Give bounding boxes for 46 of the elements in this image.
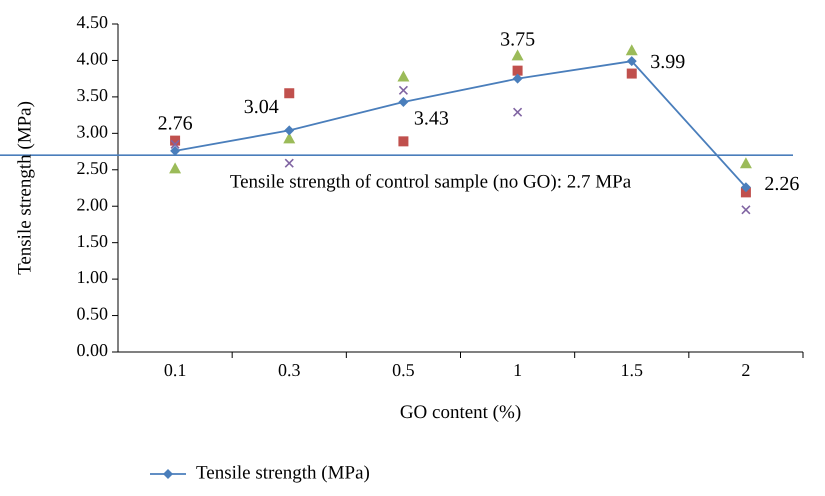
x-axis-title: GO content (%)	[400, 402, 522, 423]
y-axis-title: Tensile strength (MPa)	[14, 101, 36, 275]
point	[398, 136, 408, 146]
data-label: 2.76	[158, 112, 193, 134]
data-label: 3.04	[244, 96, 279, 118]
x-tick-label: 0.5	[392, 360, 415, 380]
point	[398, 86, 408, 96]
point	[284, 125, 294, 136]
point	[170, 139, 180, 150]
data-label: 2.26	[764, 172, 800, 195]
point	[626, 56, 637, 66]
x-tick-label: 0.1	[164, 360, 186, 380]
point	[512, 107, 522, 117]
ref-line-label: Tensile strength of control sample (no GO): 2.7 MPa	[230, 172, 632, 193]
x-tick-label: 1	[513, 360, 522, 380]
point	[284, 158, 294, 168]
point	[626, 44, 638, 56]
x-tick-label: 1.5	[620, 360, 643, 380]
y-tick-label: 4.00	[76, 48, 108, 69]
x-tick-label: 2	[741, 360, 750, 380]
y-tick-label: 0.00	[76, 340, 108, 360]
point	[169, 162, 182, 174]
y-tick-label: 3.00	[76, 121, 108, 142]
point	[741, 205, 751, 215]
point	[512, 66, 523, 76]
y-tick-label: 4.50	[76, 12, 108, 32]
y-tick-label: 2.50	[76, 158, 108, 178]
x-tick-label: 0.3	[278, 360, 300, 380]
point	[740, 182, 751, 192]
y-tick-label: 3.50	[76, 85, 108, 106]
point	[398, 96, 408, 107]
point	[740, 157, 752, 168]
point	[512, 74, 523, 84]
point	[512, 49, 524, 60]
data-label: 3.75	[500, 28, 536, 50]
y-tick-label: 1.00	[76, 267, 108, 288]
point	[170, 146, 180, 156]
y-tick-label: 1.50	[76, 230, 108, 251]
legend-label: Tensile strength (MPa)	[196, 462, 370, 484]
data-label: 3.99	[650, 50, 686, 73]
point	[284, 88, 294, 98]
data-label: 3.43	[414, 108, 449, 130]
y-tick-label: 0.50	[76, 304, 108, 324]
point	[626, 68, 637, 79]
y-tick-label: 2.00	[76, 194, 108, 214]
point	[397, 70, 410, 82]
